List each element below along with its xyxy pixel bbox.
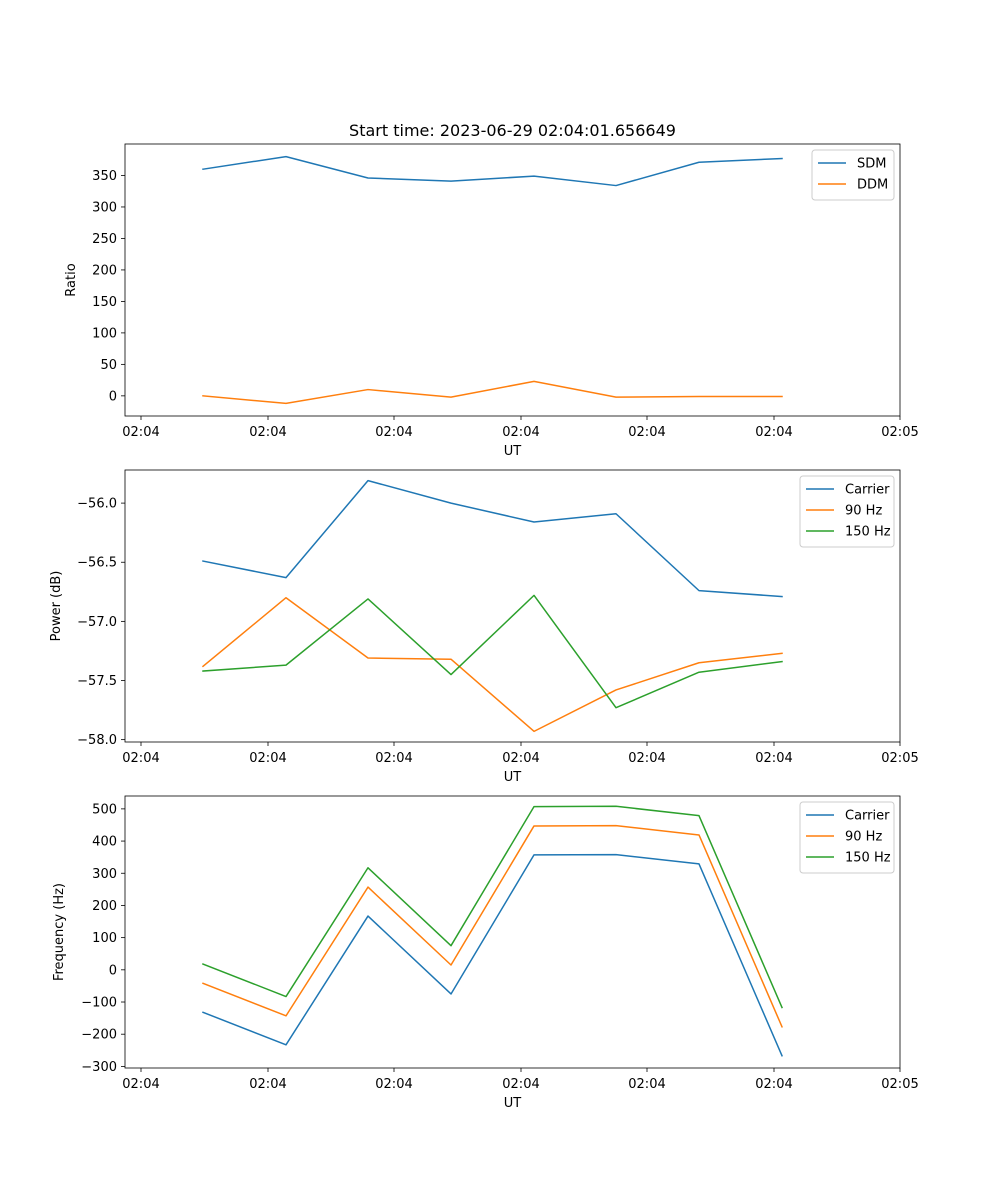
y-tick-label: −200 [81, 1028, 117, 1043]
x-tick-label: 02:04 [628, 1077, 665, 1092]
subplot-2: 02:04 02:04 02:04 02:04 02:04 02:04 02:05 −58.0… [49, 469, 919, 785]
x-tick-label: 02:04 [375, 751, 412, 766]
y-tick-label: 100 [92, 326, 117, 341]
x-axis-label: UT [504, 1096, 522, 1111]
y-tick-label: 200 [92, 263, 117, 278]
legend-entry-label: 90 Hz [845, 830, 882, 845]
legend-entry-label: SDM [857, 157, 886, 172]
legend-box [799, 801, 895, 874]
y-tick-label: 400 [92, 835, 117, 850]
legend: SDM DDM [811, 149, 895, 201]
x-tick-label: 02:04 [375, 1077, 412, 1092]
legend: Carrier 90 Hz 150 Hz [799, 475, 895, 548]
y-tick-label: 300 [92, 867, 117, 882]
y-tick-label: 150 [92, 295, 117, 310]
x-axis-label: UT [504, 770, 522, 785]
y-tick-label: 100 [92, 931, 117, 946]
y-tick-label: −58.0 [77, 733, 117, 748]
legend-entry-label: 90 Hz [845, 504, 882, 519]
y-axis-label: Power (dB) [49, 571, 64, 642]
x-tick-label: 02:04 [755, 425, 792, 440]
y-tick-label: −300 [81, 1060, 117, 1075]
legend-entry-label: Carrier [845, 483, 890, 498]
series-line-150-hz [202, 805, 783, 1009]
axes-frame [124, 143, 901, 417]
legend-entry-label: Carrier [845, 809, 890, 824]
y-tick-label: 0 [109, 389, 117, 404]
series-line-carrier [202, 479, 783, 598]
x-tick-label: 02:04 [122, 425, 159, 440]
axes-frame [124, 469, 901, 743]
x-tick-label: 02:04 [755, 1077, 792, 1092]
legend-entry-label: 150 Hz [845, 851, 891, 866]
x-tick-label: 02:04 [249, 425, 286, 440]
x-tick-label: 02:04 [755, 751, 792, 766]
x-tick-label: 02:04 [628, 751, 665, 766]
y-tick-label: 200 [92, 899, 117, 914]
series-line-90-hz [201, 596, 783, 733]
x-tick-label: 02:04 [375, 425, 412, 440]
x-axis-label: UT [504, 444, 522, 459]
series-line-150-hz [202, 594, 783, 709]
legend-entry-label: DDM [857, 178, 888, 193]
y-tick-label: 250 [92, 232, 117, 247]
y-tick-label: 50 [100, 358, 117, 373]
x-tick-label: 02:04 [122, 751, 159, 766]
series-line-carrier [202, 853, 783, 1057]
y-tick-label: 0 [109, 963, 117, 978]
legend-box [799, 475, 895, 548]
y-tick-label: −100 [81, 996, 117, 1011]
x-tick-label: 02:05 [881, 751, 918, 766]
y-tick-label: −56.0 [77, 497, 117, 512]
subplot-3: 02:04 02:04 02:04 02:04 02:04 02:04 02:05 −300 −… [52, 795, 919, 1111]
series-line-sdm [202, 155, 783, 187]
y-tick-label: −57.0 [77, 615, 117, 630]
series-line-ddm [202, 380, 783, 405]
x-tick-label: 02:05 [881, 425, 918, 440]
y-tick-label: 500 [92, 802, 117, 817]
y-tick-label: 350 [92, 169, 117, 184]
legend: Carrier 90 Hz 150 Hz [799, 801, 895, 874]
figure-title: Start time: 2023-06-29 02:04:01.656649 [349, 121, 676, 140]
y-axis-label: Frequency (Hz) [52, 883, 67, 981]
legend-entry-label: 150 Hz [845, 525, 891, 540]
x-tick-label: 02:04 [249, 1077, 286, 1092]
x-tick-label: 02:04 [628, 425, 665, 440]
y-tick-label: −56.5 [77, 556, 117, 571]
x-tick-label: 02:04 [122, 1077, 159, 1092]
y-axis-label: Ratio [64, 263, 79, 296]
subplot-1: 02:04 02:04 02:04 02:04 02:04 02:04 02:05 0 50 10… [64, 143, 919, 459]
y-tick-label: 300 [92, 200, 117, 215]
x-tick-label: 02:04 [249, 751, 286, 766]
x-tick-label: 02:04 [502, 751, 539, 766]
series-line-90-hz [202, 824, 783, 1028]
x-tick-label: 02:04 [502, 425, 539, 440]
x-tick-label: 02:05 [881, 1077, 918, 1092]
x-tick-label: 02:04 [502, 1077, 539, 1092]
y-tick-label: −57.5 [77, 674, 117, 689]
axes-frame [124, 795, 901, 1069]
